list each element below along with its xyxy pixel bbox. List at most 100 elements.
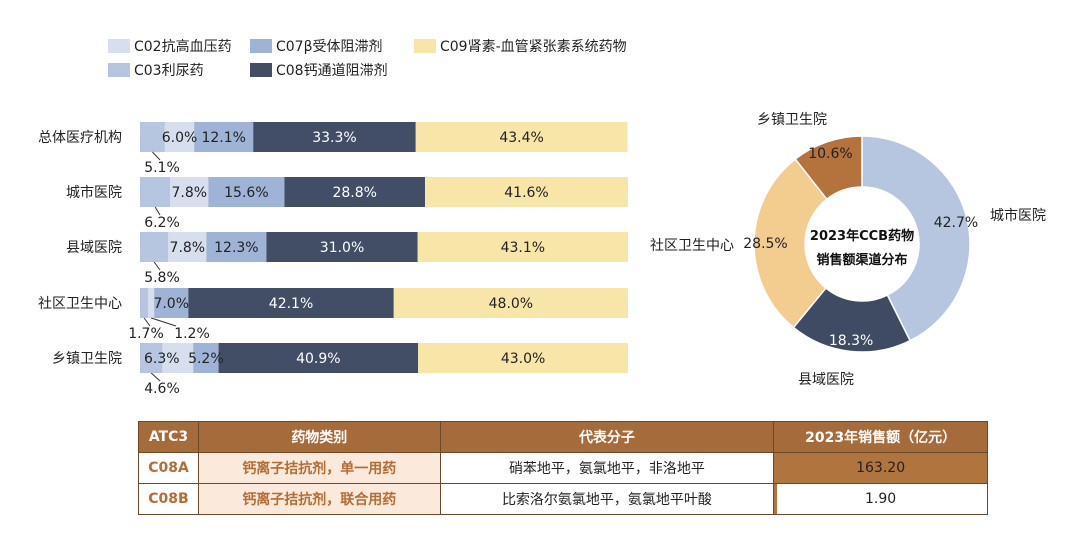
sales-value: 1.90: [865, 491, 897, 507]
leader-line: [153, 261, 161, 271]
donut-slice: [753, 157, 828, 329]
leader-line: [151, 317, 177, 327]
table-row: C08A 钙离子拮抗剂，单一用药 硝苯地平，氨氯地平，非洛地平 163.20: [138, 452, 988, 484]
cell-atc3: C08A: [138, 452, 199, 484]
data-label-c02: 7.8%: [171, 185, 207, 201]
leader-line: [150, 372, 161, 382]
category-label: 县域医院: [66, 240, 122, 256]
data-label-c08: 28.8%: [332, 185, 376, 201]
slice-value-label: 10.6%: [808, 146, 852, 162]
bar-segment-c02: [164, 122, 195, 152]
sales-bar-fill: [774, 453, 987, 483]
data-label-c09: 43.0%: [501, 351, 545, 367]
slice-value-label: 42.7%: [934, 215, 978, 231]
legend-label-c08: C08钙通道阻滞剂: [276, 63, 388, 79]
bar-segment-c03: [140, 177, 171, 207]
cell-sales: 1.90: [773, 483, 988, 515]
data-label-c02: 7.8%: [170, 240, 206, 256]
data-label-c02: 1.2%: [174, 326, 210, 342]
bar-segment-c08: [284, 177, 425, 207]
data-label-c09: 41.6%: [504, 185, 548, 201]
slice-name-label: 乡镇卫生院: [757, 112, 827, 128]
legend-swatch-c02: [108, 39, 130, 53]
donut-center-title: 销售额渠道分布: [816, 252, 907, 268]
data-label-c03: 4.6%: [144, 381, 180, 397]
legend-label-c03: C03利尿药: [134, 63, 204, 79]
slice-value-label: 28.5%: [743, 236, 787, 252]
header-molecules: 代表分子: [439, 421, 775, 453]
bar-segment-c09: [418, 343, 628, 373]
slice-name-label: 县域医院: [798, 372, 854, 388]
bar-segment-c07: [208, 177, 285, 207]
data-label-c02: 6.3%: [144, 351, 180, 367]
bar-segment-c03: [140, 232, 169, 262]
legend-label-c07: C07β受体阻滞剂: [276, 39, 383, 55]
donut-slice: [794, 135, 863, 201]
data-label-c07: 12.3%: [214, 240, 258, 256]
bar-segment-c09: [393, 288, 628, 318]
bar-segment-c03: [140, 343, 163, 373]
data-label-c03: 5.8%: [144, 270, 180, 286]
sales-bar-fill: [774, 484, 777, 514]
bar-segment-c07: [193, 343, 219, 373]
bar-segment-c07: [194, 122, 254, 152]
donut-chart: 42.7% 城市医院 18.3% 县域医院 28.5% 社区卫生中心 10.6% 乡镇卫生院 2…: [650, 112, 1046, 388]
legend-label-c09: C09肾素-血管紧张素系统药物: [440, 39, 627, 55]
data-label-c08: 33.3%: [312, 130, 356, 146]
leader-line: [154, 206, 161, 216]
legend-item-c03: C03利尿药: [108, 60, 204, 80]
sales-value: 163.20: [856, 460, 906, 476]
bar-segment-c02: [170, 177, 209, 207]
data-label-c08: 42.1%: [269, 296, 313, 312]
data-label-c08: 31.0%: [320, 240, 364, 256]
bar-segment-c08: [266, 232, 418, 262]
data-label-c07: 5.2%: [188, 351, 224, 367]
data-label-c03: 5.1%: [144, 160, 180, 176]
legend-swatch-c09: [414, 39, 436, 53]
data-label-c08: 40.9%: [296, 351, 340, 367]
bar-segment-c07: [154, 288, 189, 318]
bar-segment-c09: [415, 122, 628, 152]
slice-value-label: 18.3%: [829, 333, 873, 349]
leader-line: [143, 317, 151, 327]
table-row: C08B 钙离子拮抗剂，联合用药 比索洛尔氨氯地平，氨氯地平叶酸 1.90: [138, 483, 988, 515]
ccb-sales-table: ATC3 药物类别 代表分子 2023年销售额（亿元） C08A 钙离子拮抗剂，…: [138, 421, 988, 515]
cell-category: 钙离子拮抗剂，单一用药: [197, 452, 441, 484]
legend-item-c08: C08钙通道阻滞剂: [250, 60, 388, 80]
category-label: 社区卫生中心: [38, 296, 122, 312]
category-label: 乡镇卫生院: [52, 351, 122, 367]
bar-segment-c09: [424, 177, 628, 207]
leader-line: [152, 151, 161, 161]
cell-molecules: 硝苯地平，氨氯地平，非洛地平: [439, 452, 775, 484]
category-label: 总体医疗机构: [38, 130, 122, 146]
data-label-c09: 43.4%: [499, 130, 543, 146]
bar-segment-c03: [140, 288, 149, 318]
legend-swatch-c03: [108, 63, 130, 77]
bar-segment-c02: [168, 232, 207, 262]
slice-name-label: 社区卫生中心: [650, 238, 734, 254]
data-label-c03: 6.2%: [144, 215, 180, 231]
data-label-c03: 1.7%: [128, 326, 164, 342]
cell-sales: 163.20: [773, 452, 988, 484]
bar-segment-c02: [148, 288, 155, 318]
stacked-bar-chart: 总体医疗机构 12.1% 33.3% 43.4% 6.0% 5.1% 城市医院 15.6% 28…: [38, 122, 628, 397]
legend-item-c02: C02抗高血压药: [108, 36, 232, 56]
category-label: 城市医院: [66, 184, 122, 201]
cell-molecules: 比索洛尔氨氯地平，氨氯地平叶酸: [439, 483, 775, 515]
cell-category: 钙离子拮抗剂，联合用药: [197, 483, 441, 515]
header-category: 药物类别: [197, 421, 441, 453]
data-label-c07: 15.6%: [224, 185, 268, 201]
donut-center-title: 2023年CCB药物: [810, 228, 914, 244]
data-label-c07: 12.1%: [201, 130, 245, 146]
legend-swatch-c07: [250, 39, 272, 53]
bar-segment-c08: [188, 288, 394, 318]
bar-chart-legend: C02抗高血压药 C07β受体阻滞剂 C09肾素-血管紧张素系统药物 C03利尿…: [108, 36, 668, 86]
data-label-c02: 6.0%: [162, 130, 198, 146]
header-atc3: ATC3: [138, 421, 199, 453]
bar-segment-c08: [253, 122, 416, 152]
bar-segment-c07: [206, 232, 267, 262]
slice-name-label: 城市医院: [990, 207, 1046, 224]
legend-item-c07: C07β受体阻滞剂: [250, 36, 383, 56]
legend-item-c09: C09肾素-血管紧张素系统药物: [414, 36, 627, 56]
bar-segment-c02: [162, 343, 194, 373]
